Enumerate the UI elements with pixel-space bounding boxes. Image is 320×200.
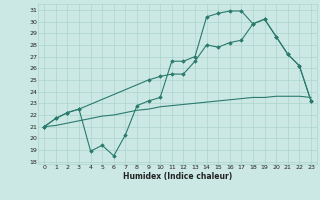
X-axis label: Humidex (Indice chaleur): Humidex (Indice chaleur) — [123, 172, 232, 181]
